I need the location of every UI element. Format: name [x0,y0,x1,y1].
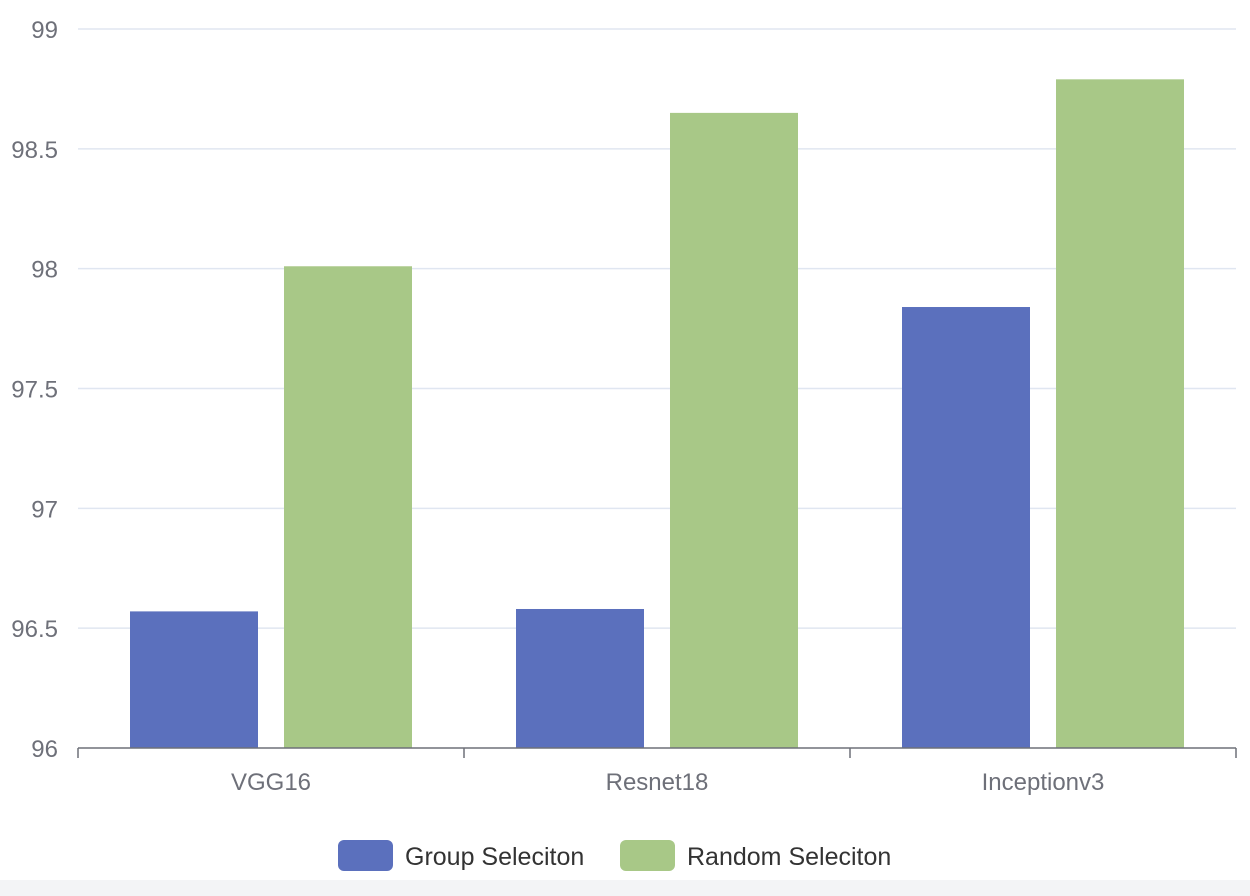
legend-swatch [620,840,675,871]
legend-label: Random Seleciton [687,843,891,871]
legend-label: Group Seleciton [405,843,584,871]
legend[interactable]: Group Seleciton Random Seleciton [338,840,891,871]
y-tick-label: 97.5 [11,377,58,404]
bars [130,79,1184,749]
y-tick-label: 97 [31,496,58,523]
legend-item[interactable]: Random Seleciton [620,840,891,871]
x-axis: VGG16 Resnet18 Inceptionv3 [77,747,1237,796]
y-tick-label: 96.5 [11,616,58,643]
grid [78,28,1236,629]
bar[interactable] [1056,79,1184,748]
bar[interactable] [902,307,1030,748]
bar[interactable] [670,112,798,749]
y-tick-label: 96 [31,736,58,763]
x-tick-label: Inceptionv3 [982,769,1105,796]
x-tick-label: Resnet18 [606,769,709,796]
legend-item[interactable]: Group Seleciton [338,840,584,871]
y-axis-ticks: 96 96.5 97 97.5 98 98.5 99 [11,17,58,763]
bottom-strip [0,880,1250,896]
y-tick-label: 99 [31,17,58,44]
bar[interactable] [516,608,644,748]
legend-swatch [338,840,393,871]
bar[interactable] [130,611,258,748]
y-tick-label: 98.5 [11,137,58,164]
y-tick-label: 98 [31,257,58,284]
bar[interactable] [284,266,412,748]
x-tick-label: VGG16 [231,769,311,796]
